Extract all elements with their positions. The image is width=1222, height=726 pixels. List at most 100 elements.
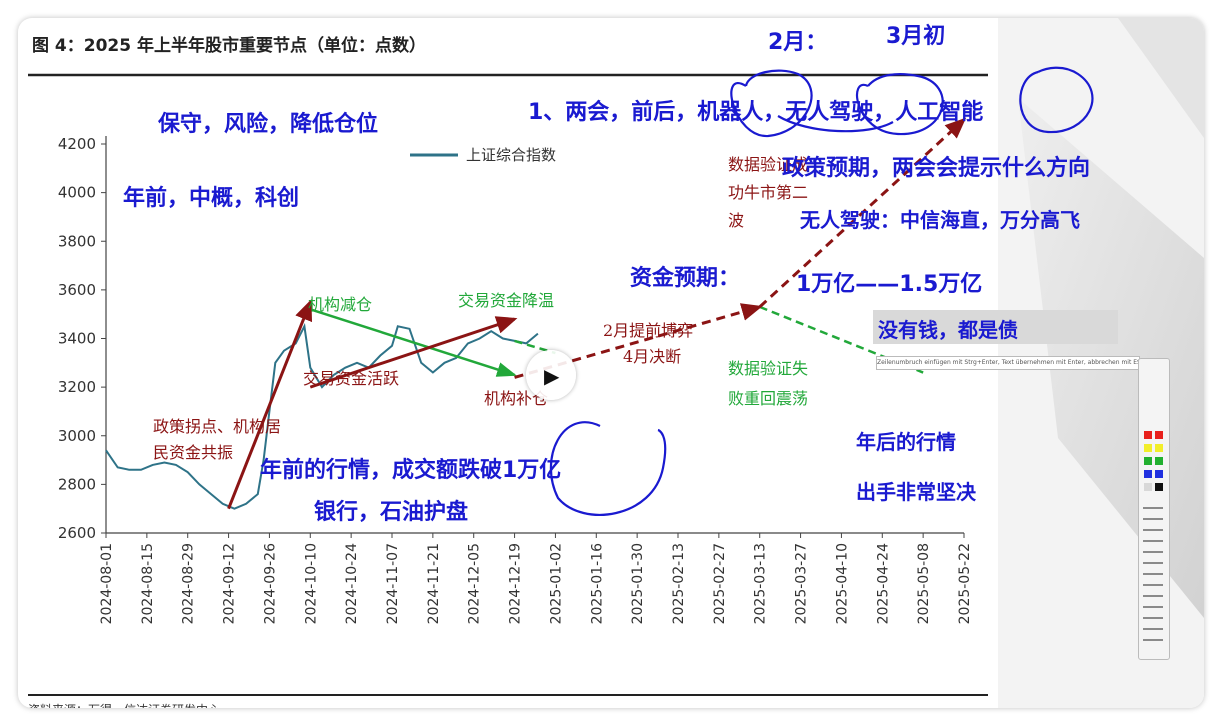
chart-annotation: 交易资金降温	[458, 291, 554, 310]
x-tick-label: 2024-11-21	[426, 543, 442, 624]
chart-annotation: 4月决断	[623, 347, 681, 366]
note-autonomous: 无人驾驶：中信海直，万分高飞	[800, 208, 1080, 232]
trend-arrow	[514, 303, 763, 379]
highlight-box	[873, 310, 1118, 344]
y-tick-label: 4000	[58, 184, 96, 202]
x-tick-label: 2025-02-27	[712, 543, 728, 624]
tool-button[interactable]	[1143, 628, 1163, 630]
series-layer	[105, 323, 539, 510]
chart-annotation: 机构补仓	[484, 389, 548, 408]
x-tick-label: 2024-09-12	[222, 543, 238, 624]
y-tick-label: 2600	[58, 524, 96, 542]
y-tick-label: 3800	[58, 232, 96, 250]
overlay-layer	[227, 117, 967, 510]
x-tick-label: 2025-01-02	[548, 543, 564, 624]
pen-strokes	[549, 66, 1094, 516]
tool-button[interactable]	[1143, 606, 1163, 608]
x-tick-label: 2025-05-08	[916, 543, 932, 624]
tool-button[interactable]	[1143, 507, 1163, 509]
color-swatch[interactable]	[1144, 483, 1152, 491]
y-tick-label: 3000	[58, 427, 96, 445]
x-axis: 2024-08-01 2024-08-15 2024-08-29 2024-09-12…	[99, 532, 973, 624]
screenshot-frame: 图 4：2025 年上半年股市重要节点（单位：点数） 2600 2800 3000 3…	[18, 18, 1204, 708]
chart-canvas: 图 4：2025 年上半年股市重要节点（单位：点数） 2600 2800 3000 3…	[28, 35, 1094, 708]
chart-annotation: 数据验证成	[728, 155, 808, 174]
color-swatch[interactable]	[1155, 444, 1163, 452]
x-tick-label: 2025-03-13	[753, 543, 769, 624]
note-march: 3月初	[886, 24, 946, 49]
y-tick-label: 2800	[58, 475, 96, 493]
pen-circle-volume	[549, 421, 667, 516]
tool-button[interactable]	[1143, 551, 1163, 553]
chart-title: 图 4：2025 年上半年股市重要节点（单位：点数）	[32, 35, 426, 56]
x-tick-label: 2024-08-15	[140, 543, 156, 624]
x-tick-label: 2025-05-22	[957, 543, 973, 624]
note-policy: 政策预期，两会会提示什么方向	[782, 156, 1091, 181]
note-amount: 1万亿——1.5万亿	[796, 272, 983, 297]
x-tick-label: 2025-01-30	[630, 543, 646, 624]
note-conservative: 保守，风险，降低仓位	[158, 112, 379, 137]
tool-button[interactable]	[1143, 573, 1163, 575]
chart-annotation: 2月提前博弈	[603, 321, 693, 340]
color-swatch[interactable]	[1144, 444, 1152, 452]
y-tick-label: 3600	[58, 281, 96, 299]
pen-circle-ai	[1019, 66, 1094, 134]
chart-annotation: 数据验证失	[728, 359, 808, 378]
y-tick-label: 3200	[58, 378, 96, 396]
tool-button[interactable]	[1143, 584, 1163, 586]
note-no-money: 没有钱，都是债	[878, 318, 1018, 342]
note-pre-year: 年前，中概，科创	[123, 186, 300, 211]
play-button[interactable]: ▶	[526, 350, 576, 400]
color-swatch[interactable]	[1155, 457, 1163, 465]
note-funds: 资金预期：	[630, 266, 741, 291]
y-tick-label: 4200	[58, 135, 96, 153]
y-tick-label: 3400	[58, 330, 96, 348]
note-banks: 银行，石油护盘	[314, 500, 469, 525]
x-tick-label: 2025-03-27	[794, 543, 810, 624]
chart-annotation: 波	[728, 211, 744, 230]
tool-button[interactable]	[1143, 562, 1163, 564]
source-note: 资料来源：万得，信达证券研发中心	[28, 702, 220, 708]
x-tick-label: 2024-12-05	[467, 543, 483, 624]
note-pre-market: 年前的行情，成交额跌破1万亿	[260, 458, 562, 483]
color-swatch[interactable]	[1144, 457, 1152, 465]
tool-button[interactable]	[1143, 540, 1163, 542]
tool-button[interactable]	[1143, 595, 1163, 597]
note-decisive: 出手非常坚决	[856, 480, 976, 504]
chart-annotation: 败重回震荡	[728, 389, 808, 408]
color-swatch[interactable]	[1144, 431, 1152, 439]
x-tick-label: 2025-04-10	[834, 543, 850, 624]
x-tick-label: 2024-11-07	[385, 543, 401, 624]
color-swatch[interactable]	[1144, 470, 1152, 478]
pen-underline	[777, 115, 894, 133]
trend-arrow	[309, 316, 518, 389]
tool-button[interactable]	[1143, 617, 1163, 619]
note-post-market: 年后的行情	[856, 430, 956, 454]
x-tick-label: 2024-10-24	[344, 543, 360, 624]
chart-annotation: 政策拐点、机构居	[153, 417, 281, 436]
chart-annotation: 机构减仓	[308, 295, 372, 314]
drawing-toolbar[interactable]	[1138, 358, 1170, 660]
chart-legend: 上证综合指数	[410, 146, 556, 164]
x-tick-label: 2024-08-01	[99, 543, 115, 624]
series-line	[105, 323, 539, 510]
color-swatch[interactable]	[1155, 470, 1163, 478]
chart-annotation: 交易资金活跃	[303, 369, 399, 388]
y-axis: 2600 2800 3000 3200 3400 3600 3800 4000 4200	[58, 135, 107, 542]
color-swatch[interactable]	[1155, 483, 1163, 491]
chart-annotation: 民资金共振	[153, 443, 233, 462]
tool-button[interactable]	[1143, 529, 1163, 531]
note-line1: 1、两会，前后，机器人，无人驾驶，人工智能	[528, 100, 984, 125]
tool-button[interactable]	[1143, 518, 1163, 520]
legend-label: 上证综合指数	[466, 146, 556, 164]
x-tick-label: 2024-10-10	[303, 543, 319, 624]
color-swatch[interactable]	[1155, 431, 1163, 439]
overlay-line	[309, 308, 517, 377]
pen-circle-autonomous	[856, 73, 944, 136]
text-entry-tooltip: Zeilenumbruch einfügen mit Strg+Enter, T…	[876, 356, 1140, 370]
trend-arrow	[227, 299, 313, 510]
play-icon: ▶	[544, 364, 560, 388]
x-tick-label: 2025-02-13	[671, 543, 687, 624]
tool-button[interactable]	[1143, 639, 1163, 641]
